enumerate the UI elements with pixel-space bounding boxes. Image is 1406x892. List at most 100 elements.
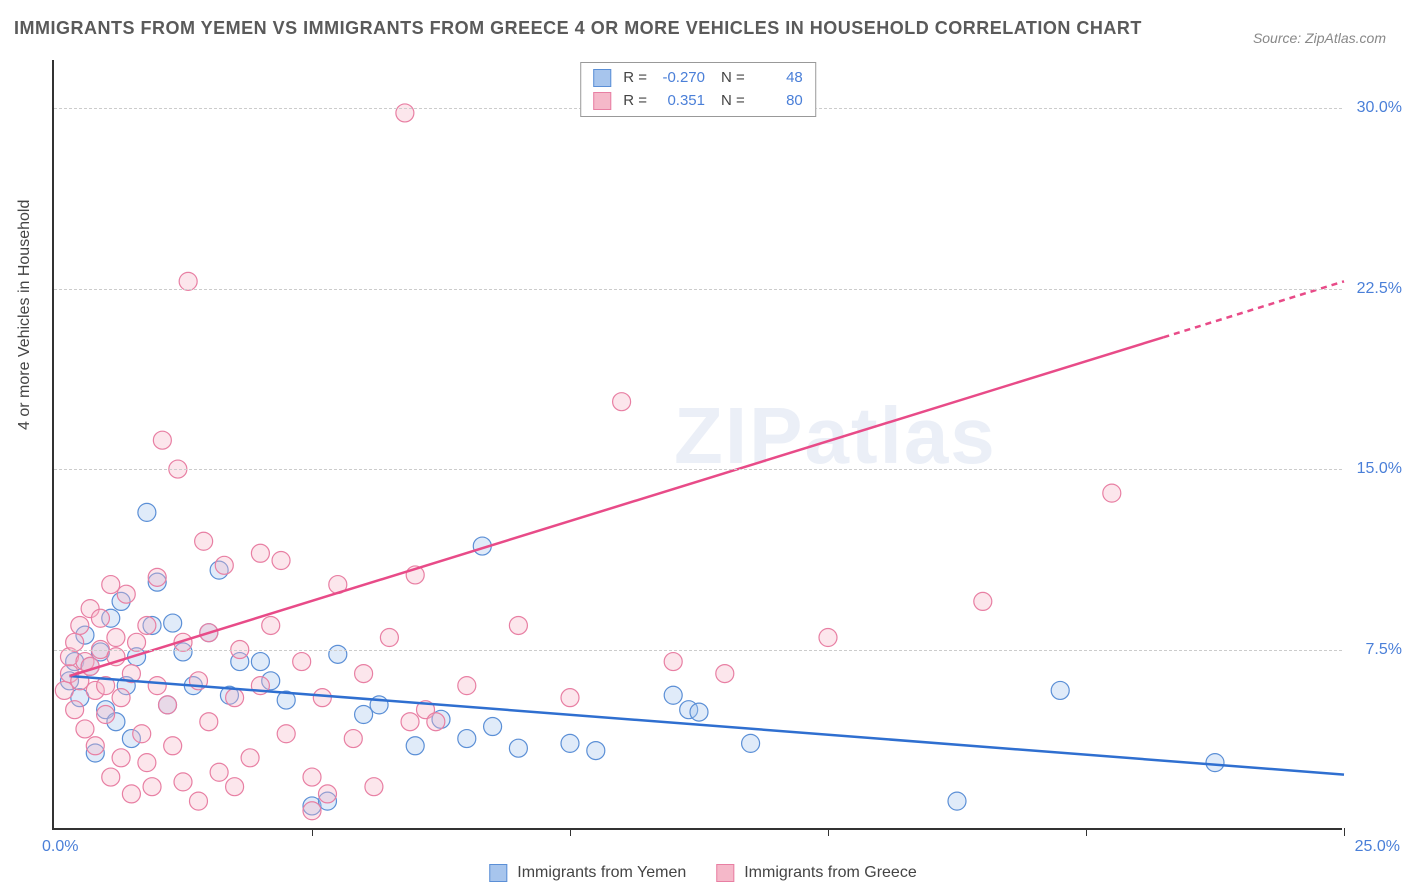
data-point [138, 754, 156, 772]
swatch-greece [593, 92, 611, 110]
data-point [1103, 484, 1121, 502]
gridline [54, 469, 1342, 470]
data-point [819, 629, 837, 647]
data-point [329, 645, 347, 663]
data-point [76, 720, 94, 738]
data-point [241, 749, 259, 767]
stats-legend: R = -0.270 N = 48 R = 0.351 N = 80 [580, 62, 816, 117]
r-label: R = [623, 67, 647, 90]
data-point [112, 749, 130, 767]
n-label: N = [721, 67, 745, 90]
r-value-greece: 0.351 [655, 90, 705, 113]
data-point [107, 629, 125, 647]
data-point [148, 568, 166, 586]
data-point [164, 614, 182, 632]
x-tick [1344, 828, 1345, 836]
data-point [484, 718, 502, 736]
x-tick [828, 828, 829, 836]
data-point [195, 532, 213, 550]
data-point [122, 785, 140, 803]
data-point [66, 701, 84, 719]
data-point [148, 677, 166, 695]
trend-line-dashed [1163, 281, 1344, 337]
data-point [153, 431, 171, 449]
data-point [318, 785, 336, 803]
data-point [742, 734, 760, 752]
data-point [97, 706, 115, 724]
legend-item-yemen: Immigrants from Yemen [489, 864, 686, 882]
swatch-yemen [489, 864, 507, 882]
data-point [133, 725, 151, 743]
plot-area: R = -0.270 N = 48 R = 0.351 N = 80 ZIPat… [52, 60, 1342, 830]
data-point [251, 544, 269, 562]
data-point [401, 713, 419, 731]
x-tick [1086, 828, 1087, 836]
data-point [164, 737, 182, 755]
trend-line [69, 676, 1344, 775]
r-label: R = [623, 90, 647, 113]
data-point [406, 737, 424, 755]
data-point [117, 585, 135, 603]
data-point [313, 689, 331, 707]
data-point [138, 616, 156, 634]
data-point [277, 725, 295, 743]
data-point [380, 629, 398, 647]
y-tick-label: 15.0% [1357, 460, 1402, 478]
data-point [974, 592, 992, 610]
data-point [102, 576, 120, 594]
x-tick [312, 828, 313, 836]
data-point [396, 104, 414, 122]
data-point [200, 713, 218, 731]
legend-label-yemen: Immigrants from Yemen [517, 864, 686, 882]
data-point [664, 686, 682, 704]
data-point [189, 792, 207, 810]
data-point [509, 616, 527, 634]
x-origin-label: 0.0% [42, 838, 78, 856]
data-point [344, 730, 362, 748]
data-point [159, 696, 177, 714]
data-point [215, 556, 233, 574]
data-point [210, 763, 228, 781]
data-point [561, 734, 579, 752]
data-point [143, 778, 161, 796]
y-tick-label: 22.5% [1357, 280, 1402, 298]
data-point [226, 778, 244, 796]
data-point [303, 802, 321, 820]
data-point [1051, 681, 1069, 699]
data-point [293, 653, 311, 671]
data-point [509, 739, 527, 757]
chart-title: IMMIGRANTS FROM YEMEN VS IMMIGRANTS FROM… [14, 18, 1142, 39]
data-point [138, 503, 156, 521]
trend-line [69, 337, 1163, 676]
swatch-greece [716, 864, 734, 882]
gridline [54, 289, 1342, 290]
data-point [272, 552, 290, 570]
legend-item-greece: Immigrants from Greece [716, 864, 916, 882]
n-value-greece: 80 [753, 90, 803, 113]
data-point [303, 768, 321, 786]
data-point [102, 768, 120, 786]
source-attribution: Source: ZipAtlas.com [1253, 30, 1386, 46]
chart-svg [54, 60, 1342, 828]
data-point [948, 792, 966, 810]
data-point [1206, 754, 1224, 772]
y-tick-label: 7.5% [1366, 641, 1402, 659]
x-max-label: 25.0% [1355, 838, 1400, 856]
stats-row-greece: R = 0.351 N = 80 [593, 90, 803, 113]
data-point [262, 616, 280, 634]
data-point [690, 703, 708, 721]
data-point [427, 713, 445, 731]
data-point [71, 616, 89, 634]
data-point [613, 393, 631, 411]
data-point [365, 778, 383, 796]
n-value-yemen: 48 [753, 67, 803, 90]
data-point [86, 737, 104, 755]
y-axis-label: 4 or more Vehicles in Household [16, 200, 34, 430]
x-tick [570, 828, 571, 836]
data-point [587, 742, 605, 760]
n-label: N = [721, 90, 745, 113]
data-point [174, 773, 192, 791]
swatch-yemen [593, 69, 611, 87]
gridline [54, 650, 1342, 651]
data-point [664, 653, 682, 671]
